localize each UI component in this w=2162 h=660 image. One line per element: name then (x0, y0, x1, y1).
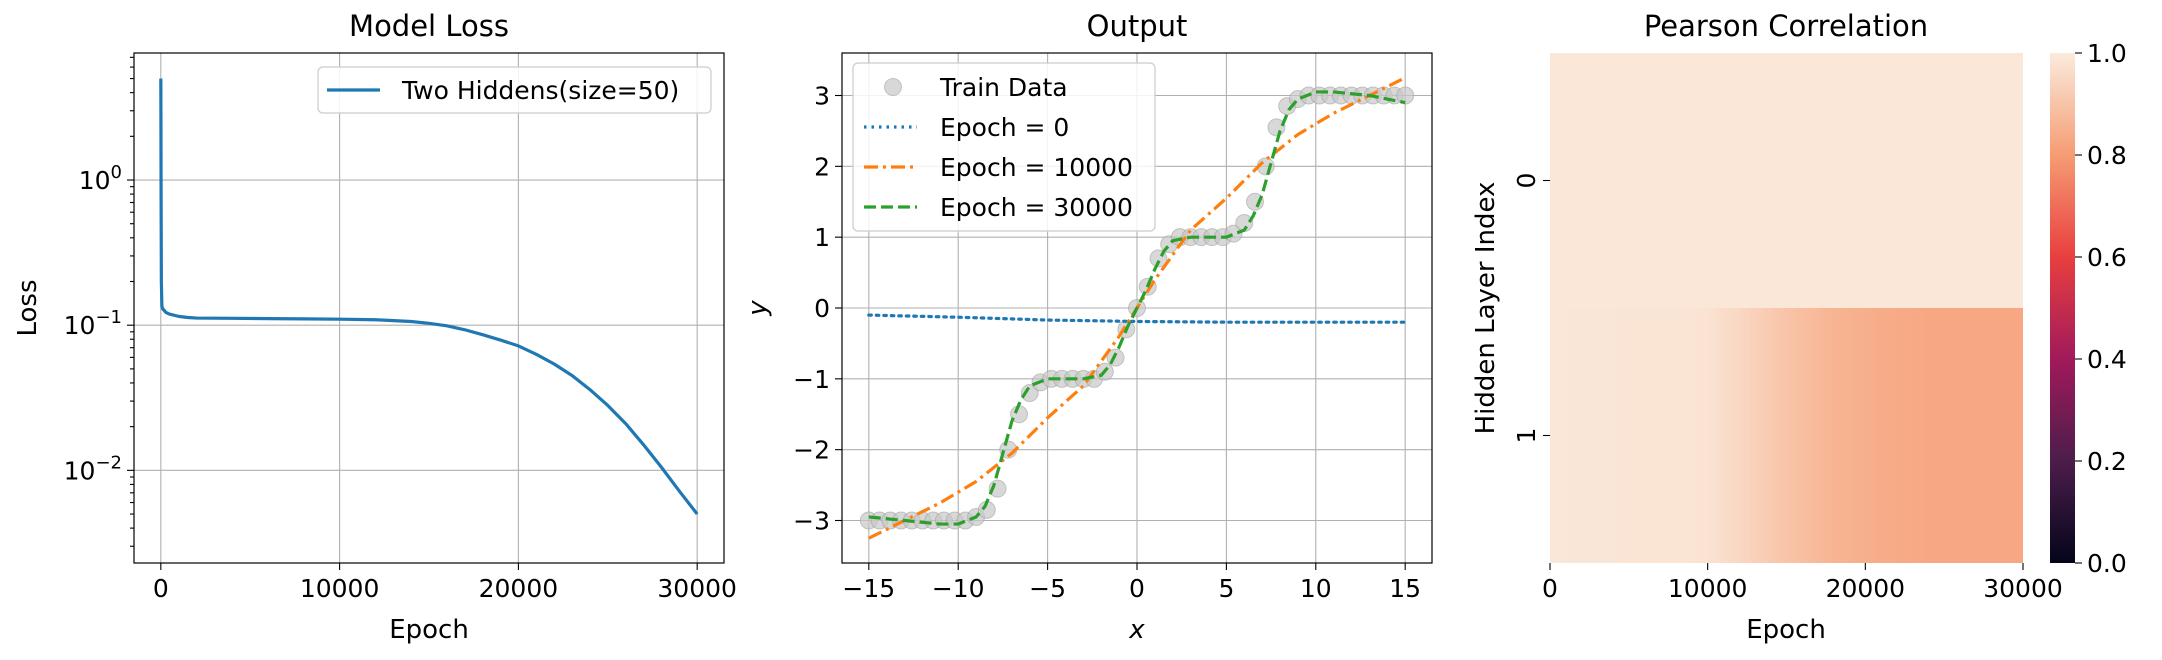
loss-x-tick-label: 10000 (300, 574, 380, 603)
loss-minor-ticks (130, 56, 134, 547)
output-series-group (859, 76, 1415, 540)
loss-x-axis-label: Epoch (389, 615, 469, 645)
output-x-tick-label: −10 (932, 574, 985, 603)
heatmap-cell-row-1 (1550, 308, 2023, 563)
output-legend-box (852, 62, 1156, 232)
loss-gridlines (134, 53, 724, 563)
legend-label-epoch-30000: Epoch = 30000 (940, 193, 1133, 222)
heatmap-y-axis-label: Hidden Layer Index (1471, 182, 1501, 435)
output-legend: Train Data Epoch = 0 Epoch = 10000 Epoch… (852, 62, 1156, 232)
output-y-tick-label: −1 (793, 365, 830, 394)
loss-legend-box (317, 66, 712, 114)
loss-y-tick-label: 10−1 (64, 307, 122, 340)
heatmap-title: Pearson Correlation (1644, 9, 1928, 43)
heatmap-x-tick-label: 30000 (1983, 574, 2063, 603)
output-y-tick-label: 0 (814, 294, 830, 323)
train-data-point (1020, 384, 1039, 402)
legend-label-epoch-10000: Epoch = 10000 (940, 153, 1133, 182)
train-data-point (1396, 86, 1415, 105)
loss-x-tick-label: 20000 (479, 574, 559, 603)
heatmap-x-axis-label: Epoch (1746, 615, 1826, 645)
colorbar-tick-label: 0.8 (2087, 141, 2127, 170)
colorbar-tick-label: 0.6 (2087, 243, 2127, 272)
loss-legend: Two Hiddens(size=50) (317, 66, 712, 114)
loss-series-group (159, 78, 699, 516)
colorbar-tick-label: 0.0 (2087, 549, 2127, 578)
colorbar-ticks: 0.0 0.2 0.4 0.6 0.8 1.0 (2075, 39, 2127, 578)
heatmap-y-tick-label: 1 (1512, 428, 1541, 444)
colorbar-tick-label: 0.2 (2087, 447, 2127, 476)
loss-y-tick-label: 10−2 (64, 452, 122, 485)
heatmap-x-tick-label: 10000 (1668, 574, 1748, 603)
legend-label-train-data: Train Data (939, 73, 1068, 102)
loss-x-tick-label: 30000 (657, 574, 737, 603)
loss-y-tick-label: 100 (79, 162, 122, 195)
output-x-tick-label: 5 (1218, 574, 1234, 603)
loss-y-axis-label: Loss (13, 279, 43, 336)
output-x-axis-label: x (1128, 615, 1145, 645)
output-x-tick-label: −5 (1029, 574, 1066, 603)
loss-ticks: 0 10000 20000 30000 100 10−1 10−2 (64, 162, 737, 603)
loss-x-tick-label: 0 (153, 574, 169, 603)
colorbar-tick-label: 1.0 (2087, 39, 2127, 68)
loss-legend-label: Two Hiddens(size=50) (401, 76, 679, 105)
output-x-tick-label: 10 (1300, 574, 1332, 603)
output-x-tick-label: 15 (1389, 574, 1421, 603)
legend-label-epoch-0: Epoch = 0 (940, 113, 1069, 142)
loss-chart: Model Loss 0 10000 20000 30000 100 10−1 10−2 E… (13, 9, 737, 645)
heatmap-y-tick-label: 0 (1512, 173, 1541, 189)
output-x-tick-label: −15 (842, 574, 895, 603)
output-y-tick-label: −2 (793, 436, 830, 465)
output-x-tick-label: 0 (1129, 574, 1145, 603)
loss-chart-title: Model Loss (349, 9, 509, 43)
heatmap-x-tick-label: 20000 (1826, 574, 1906, 603)
output-y-tick-label: 1 (814, 223, 830, 252)
correlation-heatmap: Pearson Correlation 0 10000 20000 30000 0 1 E… (1471, 9, 2127, 645)
colorbar (2050, 53, 2075, 563)
loss-series-line (159, 78, 699, 516)
output-series-line (868, 90, 1406, 526)
heatmap-cell-row-0 (1550, 53, 2023, 308)
output-y-tick-label: 2 (814, 152, 830, 181)
train-data-point (1224, 224, 1243, 243)
loss-plot-frame (133, 52, 725, 564)
output-y-axis-label: y (743, 300, 773, 317)
heatmap-ticks: 0 10000 20000 30000 0 1 (1512, 173, 2063, 603)
legend-swatch-train-data (884, 78, 902, 96)
output-series-line (867, 313, 1407, 324)
output-chart-title: Output (1087, 9, 1188, 43)
heatmap-x-tick-label: 0 (1542, 574, 1558, 603)
colorbar-tick-label: 0.4 (2087, 345, 2127, 374)
output-y-tick-label: 3 (814, 82, 830, 111)
output-y-tick-label: −3 (793, 507, 830, 536)
